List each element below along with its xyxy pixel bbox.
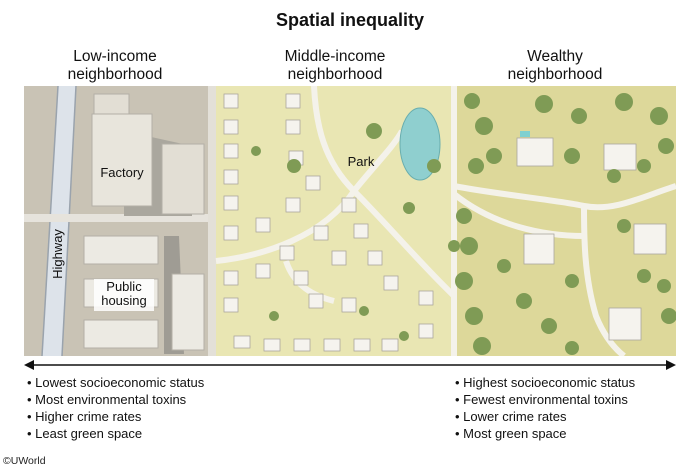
factory-label: Factory [100, 165, 144, 180]
public-housing-label-line-2: housing [101, 293, 147, 308]
low-income-characteristics: Lowest socioeconomic status Most environ… [27, 374, 204, 442]
spectrum-arrow [24, 360, 676, 370]
public-housing-label-background [94, 279, 154, 311]
wealthy-heading: Wealthy neighborhood [480, 48, 630, 84]
public-housing-label-line-1: Public [106, 279, 142, 294]
low-income-heading: Low-income neighborhood [40, 48, 190, 84]
diagram-title: Spatial inequality [275, 10, 425, 30]
middle-income-heading-line-1: Middle-income [284, 48, 386, 65]
pool [520, 131, 530, 137]
arrow-left-head [24, 360, 34, 370]
factory-building [91, 93, 205, 216]
arrow-right-head [666, 360, 676, 370]
park-label: Park [348, 154, 375, 169]
low-income-heading-line-2: neighborhood [67, 66, 163, 83]
middle-income-heading: Middle-income neighborhood [255, 48, 415, 84]
wealthy-heading-line-1: Wealthy [527, 48, 583, 65]
wealthy-item: Fewest environmental toxins [455, 391, 635, 408]
wealthy-characteristics: Highest socioeconomic status Fewest envi… [455, 374, 635, 442]
low-income-item: Least green space [27, 425, 204, 442]
wealthy-heading-line-2: neighborhood [507, 66, 603, 83]
credit-text: ©UWorld [3, 455, 46, 467]
low-income-item: Higher crime rates [27, 408, 204, 425]
wealthy-item: Highest socioeconomic status [455, 374, 635, 391]
low-income-road [24, 214, 214, 222]
low-income-item: Most environmental toxins [27, 391, 204, 408]
low-income-item: Lowest socioeconomic status [27, 374, 204, 391]
trees [251, 93, 676, 355]
neighborhood-map: Highway Factory Public housing Park [24, 86, 676, 356]
highway-label: Highway [50, 229, 65, 279]
wealthy-item: Lower crime rates [455, 408, 635, 425]
wealthy-item: Most green space [455, 425, 635, 442]
wealthy-roads [451, 86, 676, 356]
zone-boundary-road [208, 86, 216, 356]
middle-income-houses [223, 93, 434, 352]
low-income-heading-line-1: Low-income [73, 48, 157, 65]
middle-income-heading-line-2: neighborhood [287, 66, 383, 83]
wealthy-houses [516, 137, 667, 341]
